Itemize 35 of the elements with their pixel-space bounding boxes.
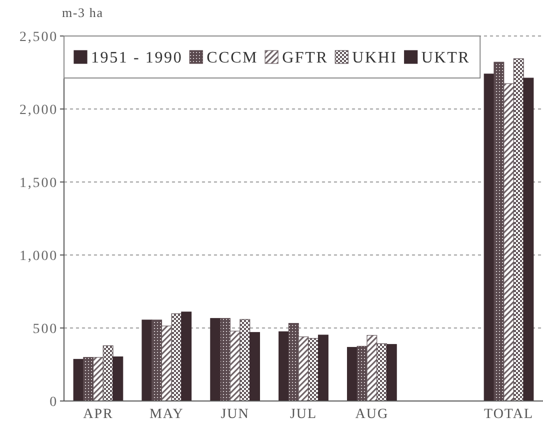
bar (142, 320, 152, 402)
bar (523, 78, 534, 402)
y-axis-title: m-3 ha (62, 5, 104, 20)
bar (161, 326, 172, 402)
bar (484, 74, 494, 402)
y-tick-label: 2,000 (20, 103, 58, 118)
y-tick-label: 1,000 (20, 249, 58, 264)
y-tick-label: 500 (32, 322, 58, 337)
y-tick-label: 2,500 (20, 30, 58, 45)
bar (346, 346, 358, 402)
bar (278, 331, 290, 402)
legend-label: GFTR (282, 50, 328, 66)
bar (210, 318, 221, 402)
legend-label: UKHI (352, 50, 398, 66)
bar (366, 335, 378, 402)
legend-label: 1951 - 1990 (91, 50, 183, 66)
x-tick-label: TOTAL (484, 407, 534, 422)
x-tick-label: APR (83, 407, 114, 422)
bar (112, 356, 124, 402)
x-tick-label: MAY (149, 407, 184, 422)
y-tick-label: 1,500 (20, 176, 58, 191)
bar (298, 336, 309, 402)
bar (92, 357, 104, 402)
legend-label: UKTR (421, 50, 470, 66)
y-tick-label: 0 (50, 395, 58, 410)
legend-label: CCCM (206, 50, 258, 66)
bar (504, 83, 514, 402)
bar (318, 334, 328, 402)
bar (250, 332, 260, 402)
bar (386, 344, 397, 402)
x-tick-label: AUG (355, 407, 389, 422)
bar (230, 330, 240, 402)
x-tick-label: JUL (290, 407, 318, 422)
x-tick-label: JUN (220, 407, 250, 422)
bar (181, 312, 192, 402)
